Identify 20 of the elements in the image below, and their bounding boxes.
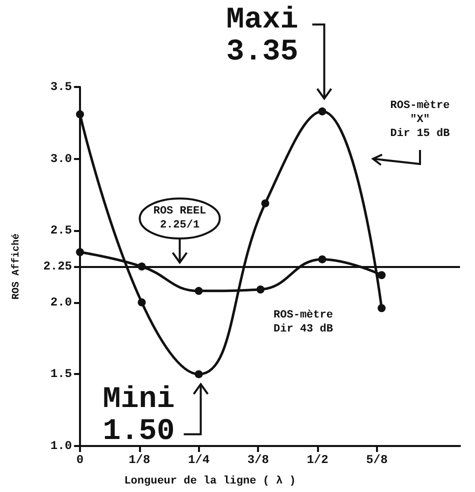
x-tick-label: 1/8 bbox=[128, 453, 150, 467]
annotation: Mini 1.50 bbox=[102, 383, 175, 450]
x-tick-label: 0 bbox=[76, 453, 84, 467]
x-tick-label: 5/8 bbox=[366, 453, 388, 467]
ref-line-label: ROS REEL 2.25/1 bbox=[153, 206, 207, 232]
y-tick-label: 1.5 bbox=[50, 367, 72, 382]
y-tick-label: 3.0 bbox=[50, 152, 72, 166]
y-tick-label: 2.25 bbox=[43, 260, 72, 274]
y-axis-title: ROS Affiché bbox=[10, 233, 22, 300]
x-axis-title: Longueur de la ligne ( λ ) bbox=[124, 476, 296, 488]
y-tick-label: 2.0 bbox=[50, 295, 72, 310]
text: ROS-mètre "X" Dir 15 dB bbox=[390, 100, 450, 140]
x-tick-label: 1/2 bbox=[306, 453, 328, 467]
y-tick-label: 2.5 bbox=[50, 224, 72, 238]
annotation: Maxi 3.35 bbox=[226, 4, 298, 70]
x-tick-label: 1/4 bbox=[188, 453, 210, 467]
y-tick-label: 1.0 bbox=[50, 439, 72, 453]
y-tick-label: 3.5 bbox=[50, 80, 72, 94]
series-label: ROS-mètre Dir 43 dB bbox=[274, 310, 334, 336]
x-tick-label: 3/8 bbox=[247, 453, 269, 467]
